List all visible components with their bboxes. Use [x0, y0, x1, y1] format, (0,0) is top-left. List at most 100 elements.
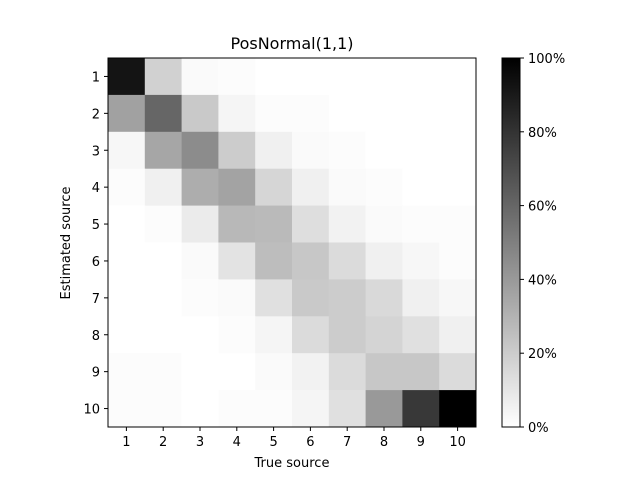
heatmap-cell-r4-c8 — [365, 168, 403, 207]
heatmap-cell-r7-c10 — [439, 279, 477, 317]
heatmap-cell-r8-c1 — [108, 316, 146, 354]
heatmap-cells — [108, 58, 477, 428]
heatmap-cell-r10-c1 — [108, 390, 146, 428]
heatmap-cell-r9-c2 — [144, 353, 183, 391]
colorbar-tick-label: 0% — [528, 421, 549, 436]
heatmap-cell-r10-c5 — [255, 390, 293, 428]
colorbar-tick-label: 60% — [528, 200, 557, 215]
heatmap-cell-r1-c10 — [439, 58, 477, 96]
heatmap-cell-r4-c3 — [181, 168, 219, 207]
heatmap-cell-r3-c1 — [108, 131, 146, 170]
heatmap-cell-r5-c1 — [108, 205, 146, 243]
y-tick-label: 3 — [92, 144, 100, 159]
heatmap-cell-r3-c6 — [292, 131, 330, 170]
heatmap-cell-r7-c7 — [328, 279, 367, 317]
heatmap-cell-r4-c6 — [292, 168, 330, 207]
heatmap-cell-r5-c7 — [328, 205, 367, 243]
heatmap-cell-r1-c8 — [365, 58, 403, 96]
heatmap-cell-r3-c9 — [402, 131, 440, 170]
colorbar-tick-label: 100% — [528, 52, 565, 67]
heatmap-cell-r6-c1 — [108, 242, 146, 280]
y-axis-label: Estimated source — [59, 187, 74, 300]
heatmap-cell-r1-c9 — [402, 58, 440, 96]
y-axis-ticks: 1 2 3 4 5 6 7 8 9 10 — [83, 70, 108, 418]
heatmap-cell-r10-c6 — [292, 390, 330, 428]
heatmap-cell-r4-c10 — [439, 168, 477, 207]
heatmap-cell-r2-c4 — [218, 94, 256, 133]
y-tick-label: 5 — [92, 218, 100, 233]
heatmap-cell-r10-c8 — [365, 390, 403, 428]
colorbar-tick-label: 40% — [528, 273, 557, 288]
heatmap-cell-r4-c2 — [144, 168, 183, 207]
heatmap-cell-r2-c10 — [439, 94, 477, 133]
heatmap-cell-r7-c8 — [365, 279, 403, 317]
heatmap-cell-r2-c1 — [108, 94, 146, 133]
heatmap-cell-r6-c8 — [365, 242, 403, 280]
y-tick-label: 9 — [92, 366, 100, 381]
heatmap-cell-r4-c7 — [328, 168, 367, 207]
heatmap-cell-r2-c2 — [144, 94, 183, 133]
heatmap-cell-r1-c4 — [218, 58, 256, 96]
heatmap-cell-r2-c5 — [255, 94, 293, 133]
y-tick-label: 1 — [92, 70, 100, 85]
x-tick-label: 9 — [417, 435, 425, 450]
heatmap-cell-r3-c4 — [218, 131, 256, 170]
heatmap-cell-r7-c2 — [144, 279, 183, 317]
heatmap-cell-r8-c6 — [292, 316, 330, 354]
heatmap-cell-r8-c7 — [328, 316, 367, 354]
heatmap-cell-r6-c7 — [328, 242, 367, 280]
heatmap-cell-r5-c9 — [402, 205, 440, 243]
x-tick-label: 10 — [449, 435, 466, 450]
heatmap-cell-r8-c8 — [365, 316, 403, 354]
heatmap-cell-r7-c1 — [108, 279, 146, 317]
x-axis-label: True source — [254, 456, 330, 471]
heatmap-cell-r5-c8 — [365, 205, 403, 243]
heatmap-cell-r9-c8 — [365, 353, 403, 391]
heatmap-cell-r8-c5 — [255, 316, 293, 354]
heatmap-cell-r9-c4 — [218, 353, 256, 391]
heatmap-cell-r10-c10 — [439, 390, 477, 428]
x-tick-label: 4 — [233, 435, 241, 450]
heatmap-cell-r6-c9 — [402, 242, 440, 280]
heatmap-cell-r2-c6 — [292, 94, 330, 133]
heatmap-cell-r9-c9 — [402, 353, 440, 391]
heatmap-cell-r3-c8 — [365, 131, 403, 170]
heatmap-cell-r9-c5 — [255, 353, 293, 391]
heatmap-cell-r1-c1 — [108, 58, 146, 96]
heatmap-cell-r3-c7 — [328, 131, 367, 170]
heatmap-cell-r9-c3 — [181, 353, 219, 391]
heatmap-cell-r2-c3 — [181, 94, 219, 133]
heatmap-cell-r9-c6 — [292, 353, 330, 391]
heatmap-cell-r10-c7 — [328, 390, 367, 428]
heatmap-cell-r4-c4 — [218, 168, 256, 207]
x-tick-label: 6 — [306, 435, 314, 450]
heatmap-cell-r3-c10 — [439, 131, 477, 170]
heatmap-cell-r10-c3 — [181, 390, 219, 428]
heatmap-cell-r3-c5 — [255, 131, 293, 170]
y-tick-label: 4 — [92, 181, 100, 196]
heatmap-cell-r8-c4 — [218, 316, 256, 354]
heatmap-cell-r1-c3 — [181, 58, 219, 96]
heatmap-cell-r10-c4 — [218, 390, 256, 428]
heatmap-cell-r1-c2 — [144, 58, 183, 96]
heatmap-cell-r2-c7 — [328, 94, 367, 133]
heatmap-cell-r6-c10 — [439, 242, 477, 280]
x-tick-label: 1 — [122, 435, 130, 450]
heatmap-cell-r8-c2 — [144, 316, 183, 354]
heatmap-cell-r6-c3 — [181, 242, 219, 280]
heatmap-cell-r2-c9 — [402, 94, 440, 133]
heatmap-cell-r9-c7 — [328, 353, 367, 391]
heatmap-cell-r5-c3 — [181, 205, 219, 243]
heatmap-cell-r9-c1 — [108, 353, 146, 391]
heatmap-cell-r3-c2 — [144, 131, 183, 170]
heatmap-cell-r7-c6 — [292, 279, 330, 317]
heatmap-cell-r1-c6 — [292, 58, 330, 96]
heatmap-cell-r8-c9 — [402, 316, 440, 354]
heatmap-cell-r5-c4 — [218, 205, 256, 243]
heatmap-cell-r10-c2 — [144, 390, 183, 428]
heatmap-cell-r3-c3 — [181, 131, 219, 170]
colorbar — [501, 57, 521, 428]
heatmap-cell-r4-c9 — [402, 168, 440, 207]
heatmap-cell-r5-c2 — [144, 205, 183, 243]
